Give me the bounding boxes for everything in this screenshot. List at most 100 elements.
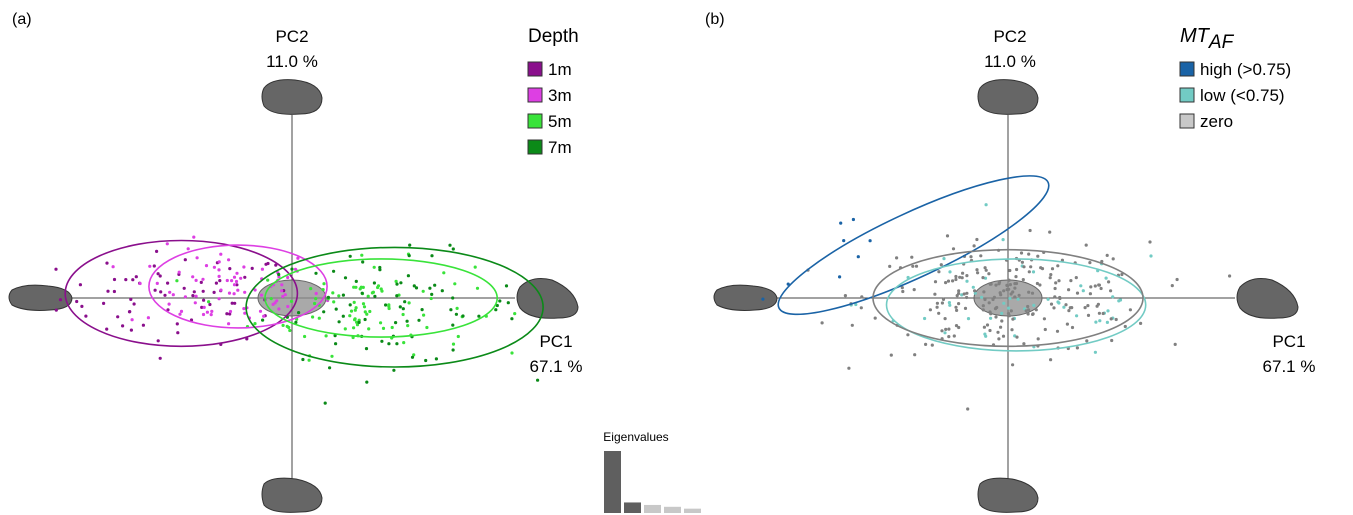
data-point xyxy=(243,290,247,294)
data-point xyxy=(331,291,335,295)
data-point xyxy=(984,334,988,338)
data-point xyxy=(353,317,357,321)
data-point xyxy=(394,279,398,283)
legend-label: low (<0.75) xyxy=(1200,86,1285,105)
data-point xyxy=(449,308,453,312)
data-point xyxy=(414,286,419,290)
data-point xyxy=(1011,317,1015,321)
data-point xyxy=(1009,309,1013,313)
data-point xyxy=(940,301,945,305)
data-point xyxy=(761,297,765,301)
data-point xyxy=(973,289,977,293)
data-point xyxy=(111,265,115,269)
data-point xyxy=(510,317,514,321)
data-point xyxy=(116,315,120,319)
data-point xyxy=(261,318,265,322)
data-point xyxy=(945,234,950,238)
data-point xyxy=(365,380,369,384)
data-point xyxy=(1027,252,1031,256)
panel-b-legend-title: MTAF xyxy=(1180,25,1235,53)
data-point xyxy=(1034,308,1038,312)
data-point xyxy=(200,305,204,309)
data-point xyxy=(1013,295,1017,299)
data-point xyxy=(204,264,209,268)
data-point xyxy=(420,308,424,312)
legend-label: zero xyxy=(1200,112,1233,131)
data-point xyxy=(381,326,386,330)
data-point xyxy=(326,295,330,299)
data-point xyxy=(424,358,428,363)
panel-a-legend: Depth 1m 3m 5m 7m xyxy=(527,26,579,157)
data-point xyxy=(277,307,281,311)
data-point xyxy=(387,342,391,346)
eigenvalues-title: Eigenvalues xyxy=(603,430,668,444)
data-point xyxy=(1048,230,1052,234)
data-point xyxy=(873,316,877,320)
data-point xyxy=(998,291,1002,295)
panel-a-top-shape xyxy=(261,79,323,115)
data-point xyxy=(179,309,184,313)
data-point xyxy=(121,324,125,328)
data-point xyxy=(1011,363,1015,367)
data-point xyxy=(1139,321,1143,325)
data-point xyxy=(235,271,239,275)
data-point xyxy=(981,308,985,312)
data-point xyxy=(1020,260,1024,264)
data-point xyxy=(219,252,223,256)
data-point xyxy=(1028,228,1032,233)
data-point xyxy=(973,291,977,295)
data-point xyxy=(54,267,58,271)
data-point xyxy=(330,354,334,358)
data-point xyxy=(944,327,948,331)
data-point xyxy=(1000,319,1004,323)
data-point xyxy=(230,301,234,305)
data-point xyxy=(928,308,933,312)
confidence-ellipse xyxy=(148,244,328,329)
data-point xyxy=(957,325,961,330)
data-point xyxy=(314,271,318,275)
data-point xyxy=(428,286,432,290)
data-point xyxy=(361,285,365,289)
data-point xyxy=(1058,295,1062,300)
data-point xyxy=(84,314,88,318)
data-point xyxy=(1048,276,1052,280)
data-point xyxy=(948,303,952,307)
data-point xyxy=(355,323,360,327)
data-point xyxy=(286,304,290,309)
data-point xyxy=(513,312,517,316)
data-point xyxy=(1008,283,1013,287)
data-point xyxy=(1015,267,1019,272)
data-point xyxy=(972,244,976,248)
data-point xyxy=(322,310,326,314)
data-point xyxy=(842,239,846,243)
data-point xyxy=(1040,267,1045,271)
legend-label: 1m xyxy=(548,60,572,79)
data-point xyxy=(301,357,305,362)
data-point xyxy=(1052,306,1056,310)
data-point xyxy=(361,260,365,264)
data-point xyxy=(954,274,958,279)
data-point xyxy=(401,307,405,311)
confidence-ellipse xyxy=(264,258,498,338)
data-point xyxy=(433,283,437,287)
data-point xyxy=(982,325,987,329)
data-point xyxy=(461,314,465,318)
data-point xyxy=(935,305,939,309)
data-point xyxy=(1093,284,1097,288)
panel-b-pc2-pct: 11.0 % xyxy=(984,52,1036,71)
data-point xyxy=(425,325,429,330)
data-point xyxy=(1093,350,1097,354)
data-point xyxy=(1008,296,1012,301)
data-point xyxy=(951,279,955,283)
data-point xyxy=(1075,314,1079,318)
data-point xyxy=(362,305,367,309)
data-point xyxy=(983,276,988,280)
data-point xyxy=(271,302,275,306)
data-point xyxy=(380,339,384,343)
data-point xyxy=(979,254,983,258)
data-point xyxy=(913,353,917,357)
data-point xyxy=(895,256,899,260)
data-point xyxy=(1027,308,1031,312)
legend-swatch xyxy=(527,139,543,155)
data-point xyxy=(961,271,965,275)
